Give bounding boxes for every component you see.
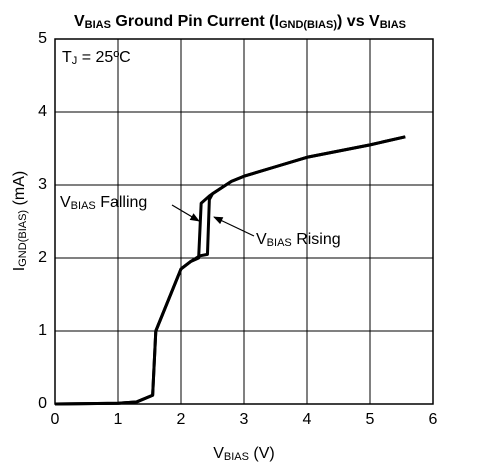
annotation: TJ = 25ºC xyxy=(62,49,131,66)
text-part: V xyxy=(213,445,224,462)
data-line xyxy=(54,135,406,406)
data-line xyxy=(54,135,406,406)
subscript: J xyxy=(72,55,78,67)
y-tick-label: 5 xyxy=(38,30,47,47)
x-tick-label: 0 xyxy=(51,411,60,428)
x-tick-label: 1 xyxy=(114,411,123,428)
subscript: BIAS xyxy=(71,200,96,212)
annotation-arrow xyxy=(213,216,255,237)
text-part: (V) xyxy=(249,445,275,462)
y-tick-label: 4 xyxy=(38,103,47,120)
x-tick-label: 2 xyxy=(177,411,186,428)
subscript: GND(BIAS) xyxy=(279,19,337,31)
y-axis-label: IGND(BIAS) (mA) xyxy=(11,171,28,271)
x-tick-label: 3 xyxy=(240,411,249,428)
text-part: = 25ºC xyxy=(77,49,130,66)
text-part: Falling xyxy=(96,194,148,211)
subscript: BIAS xyxy=(267,237,292,249)
x-tick-label: 5 xyxy=(366,411,375,428)
text-part: T xyxy=(62,49,72,66)
subscript: BIAS xyxy=(85,19,111,31)
text-part: V xyxy=(256,231,267,248)
text-part: ) vs V xyxy=(337,13,380,30)
y-tick-label: 2 xyxy=(38,249,47,266)
x-axis-label: VBIAS (V) xyxy=(213,445,275,462)
subscript: GND(BIAS) xyxy=(17,210,29,267)
y-tick-label: 0 xyxy=(38,395,47,412)
x-tick-label: 6 xyxy=(429,411,438,428)
text-part: V xyxy=(60,194,71,211)
text-part: (mA) xyxy=(11,171,28,210)
chart-title: VBIAS Ground Pin Current (IGND(BIAS)) vs… xyxy=(74,13,406,30)
plot-frame xyxy=(54,38,434,405)
text-part: Rising xyxy=(292,231,341,248)
subscript: BIAS xyxy=(380,19,406,31)
y-tick-label: 3 xyxy=(38,176,47,193)
text-part: Ground Pin Current (I xyxy=(111,13,279,30)
subscript: BIAS xyxy=(224,451,249,463)
annotation: VBIAS Rising xyxy=(256,231,341,248)
y-tick-label: 1 xyxy=(38,322,47,339)
text-part: V xyxy=(74,13,85,30)
annotation: VBIAS Falling xyxy=(60,194,147,211)
annotation-arrow xyxy=(171,204,200,222)
x-tick-label: 4 xyxy=(303,411,312,428)
text-part: I xyxy=(11,267,28,271)
